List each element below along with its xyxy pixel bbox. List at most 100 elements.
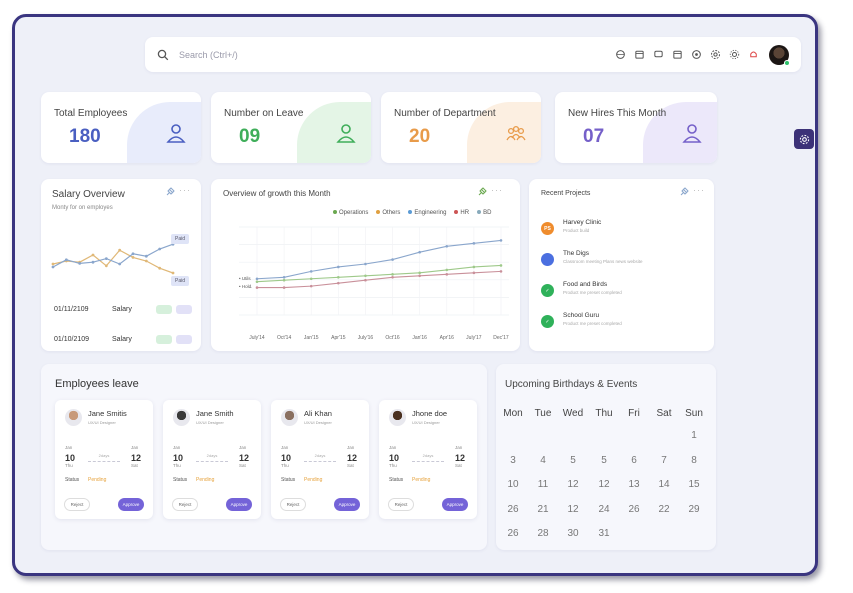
calendar-day[interactable]: 7 xyxy=(661,454,667,466)
calendar-day[interactable]: 28 xyxy=(537,528,549,539)
more-menu-icon[interactable]: ··· xyxy=(491,185,503,195)
calendar-day[interactable]: 30 xyxy=(567,528,579,539)
calendar-day[interactable]: 12 xyxy=(567,479,579,490)
employees-leave-card: Employees leave Jane Smitis UX/UI Designe… xyxy=(41,364,487,550)
settings-side-button[interactable] xyxy=(794,129,814,149)
approve-button[interactable]: Approve xyxy=(226,498,252,511)
project-subtitle: Product me preset completed xyxy=(563,290,622,295)
calendar-day[interactable]: 5 xyxy=(601,454,607,466)
reject-button[interactable]: Reject xyxy=(64,498,90,511)
calendar-day[interactable]: 10 xyxy=(507,479,519,490)
pin-icon[interactable] xyxy=(679,187,689,197)
reject-button[interactable]: Reject xyxy=(172,498,198,511)
salary-row: 01/11/2109 Salary xyxy=(54,305,192,314)
calendar-day[interactable]: 26 xyxy=(507,503,519,515)
calendar-day[interactable]: 6 xyxy=(631,454,637,466)
calendar-day[interactable]: 12 xyxy=(598,479,610,490)
leave-duration-label: 2days xyxy=(422,453,434,458)
calendar-day[interactable]: 26 xyxy=(507,528,519,539)
leave-from-day: 10 xyxy=(389,453,400,463)
project-item[interactable]: ✓ School Guru Product me preset completed xyxy=(541,312,622,328)
leave-title: Employees leave xyxy=(55,378,139,390)
x-tick-label: Dec'17 xyxy=(493,335,509,341)
legend-label: Operations xyxy=(339,210,369,216)
calendar-day[interactable]: 15 xyxy=(688,479,700,490)
growth-data-point xyxy=(391,273,394,276)
info-icon[interactable] xyxy=(176,335,192,344)
stat-label: Number of Department xyxy=(394,108,496,119)
growth-data-point xyxy=(472,265,476,269)
reject-button[interactable]: Reject xyxy=(388,498,414,511)
view-icon[interactable] xyxy=(156,305,172,314)
growth-data-point xyxy=(445,268,449,272)
calendar-weekday: Sat xyxy=(656,408,672,419)
chart-legend: Operations Others Engineering HR BD xyxy=(333,210,491,216)
legend-label: Engineering xyxy=(414,210,447,216)
gear-icon[interactable] xyxy=(710,49,721,60)
more-menu-icon[interactable]: ··· xyxy=(693,185,705,195)
bell-icon[interactable] xyxy=(748,49,759,60)
calendar-day[interactable]: 29 xyxy=(688,503,700,515)
calendar-day[interactable]: 1 xyxy=(691,430,697,441)
project-name: Harvey Clinic xyxy=(563,219,602,226)
calendar-day[interactable]: 22 xyxy=(658,503,670,515)
info-icon[interactable] xyxy=(176,305,192,314)
more-menu-icon[interactable]: ··· xyxy=(179,185,191,195)
salary-data-point xyxy=(64,258,68,262)
leave-from-month: Jan xyxy=(281,445,289,450)
project-text: Harvey Clinic Product build xyxy=(563,219,601,233)
calendar-day[interactable]: 4 xyxy=(540,454,546,466)
reject-button[interactable]: Reject xyxy=(280,498,306,511)
add-circle-icon[interactable] xyxy=(691,49,702,60)
calendar-day[interactable]: 14 xyxy=(658,479,670,490)
calendar-day[interactable]: 26 xyxy=(628,503,640,515)
calendar-day[interactable]: 31 xyxy=(598,528,610,539)
employee-leave-card: Ali Khan UX/UI Designer Jan 10 Thu 2days Jan 12… xyxy=(271,400,369,519)
search-input[interactable]: Search (Ctrl+/) xyxy=(179,49,238,60)
paid-badge: Paid xyxy=(171,276,190,286)
chat-icon[interactable] xyxy=(653,49,664,60)
project-item[interactable]: ✓ Food and Birds Product me preset complet… xyxy=(541,281,622,297)
pin-icon[interactable] xyxy=(477,187,487,197)
approve-button[interactable]: Approve xyxy=(334,498,360,511)
salary-data-point xyxy=(118,248,122,252)
sun-icon[interactable] xyxy=(729,49,740,60)
growth-data-point xyxy=(337,265,340,269)
series-side-label: • Hold. xyxy=(239,284,252,289)
approve-button[interactable]: Approve xyxy=(118,498,144,511)
calendar-check-icon[interactable] xyxy=(672,49,683,60)
project-item[interactable]: PS Harvey Clinic Product build xyxy=(541,219,601,235)
status-label: Status xyxy=(173,477,188,483)
calendar-day[interactable]: 8 xyxy=(691,454,697,466)
paid-badge: Paid xyxy=(171,234,190,244)
calendar-icon[interactable] xyxy=(634,49,645,60)
calendar-day[interactable]: 12 xyxy=(567,503,579,515)
calendar-weekday: Tue xyxy=(534,408,552,419)
project-item[interactable]: The Digs Classroom meeting Plans news web… xyxy=(541,250,643,266)
stat-label: Total Employees xyxy=(54,108,128,119)
calendar-day[interactable]: 5 xyxy=(570,454,576,466)
calendar-day[interactable]: 3 xyxy=(510,454,516,466)
user-icon xyxy=(166,124,186,143)
legend-item: BD xyxy=(477,210,491,216)
salary-data-point xyxy=(51,265,55,269)
calendar-day[interactable]: 24 xyxy=(598,503,610,515)
x-tick-label: Apr'16 xyxy=(440,335,455,341)
gear-icon xyxy=(799,134,809,144)
language-icon[interactable] xyxy=(615,49,626,60)
growth-data-point xyxy=(337,275,340,279)
growth-data-point xyxy=(364,274,367,278)
view-icon[interactable] xyxy=(156,335,172,344)
legend-item: Operations xyxy=(333,210,368,216)
employee-avatar xyxy=(281,409,298,426)
legend-item: Engineering xyxy=(408,210,446,216)
leave-duration-label: 2days xyxy=(206,453,218,458)
avatar[interactable] xyxy=(769,44,790,66)
calendar-day[interactable]: 13 xyxy=(628,479,640,490)
approve-button[interactable]: Approve xyxy=(442,498,468,511)
calendar-day[interactable]: 11 xyxy=(537,479,549,490)
salary-line-chart xyxy=(51,242,175,275)
pin-icon[interactable] xyxy=(165,187,175,197)
calendar-day[interactable]: 21 xyxy=(537,503,549,515)
online-status-dot xyxy=(784,59,790,66)
